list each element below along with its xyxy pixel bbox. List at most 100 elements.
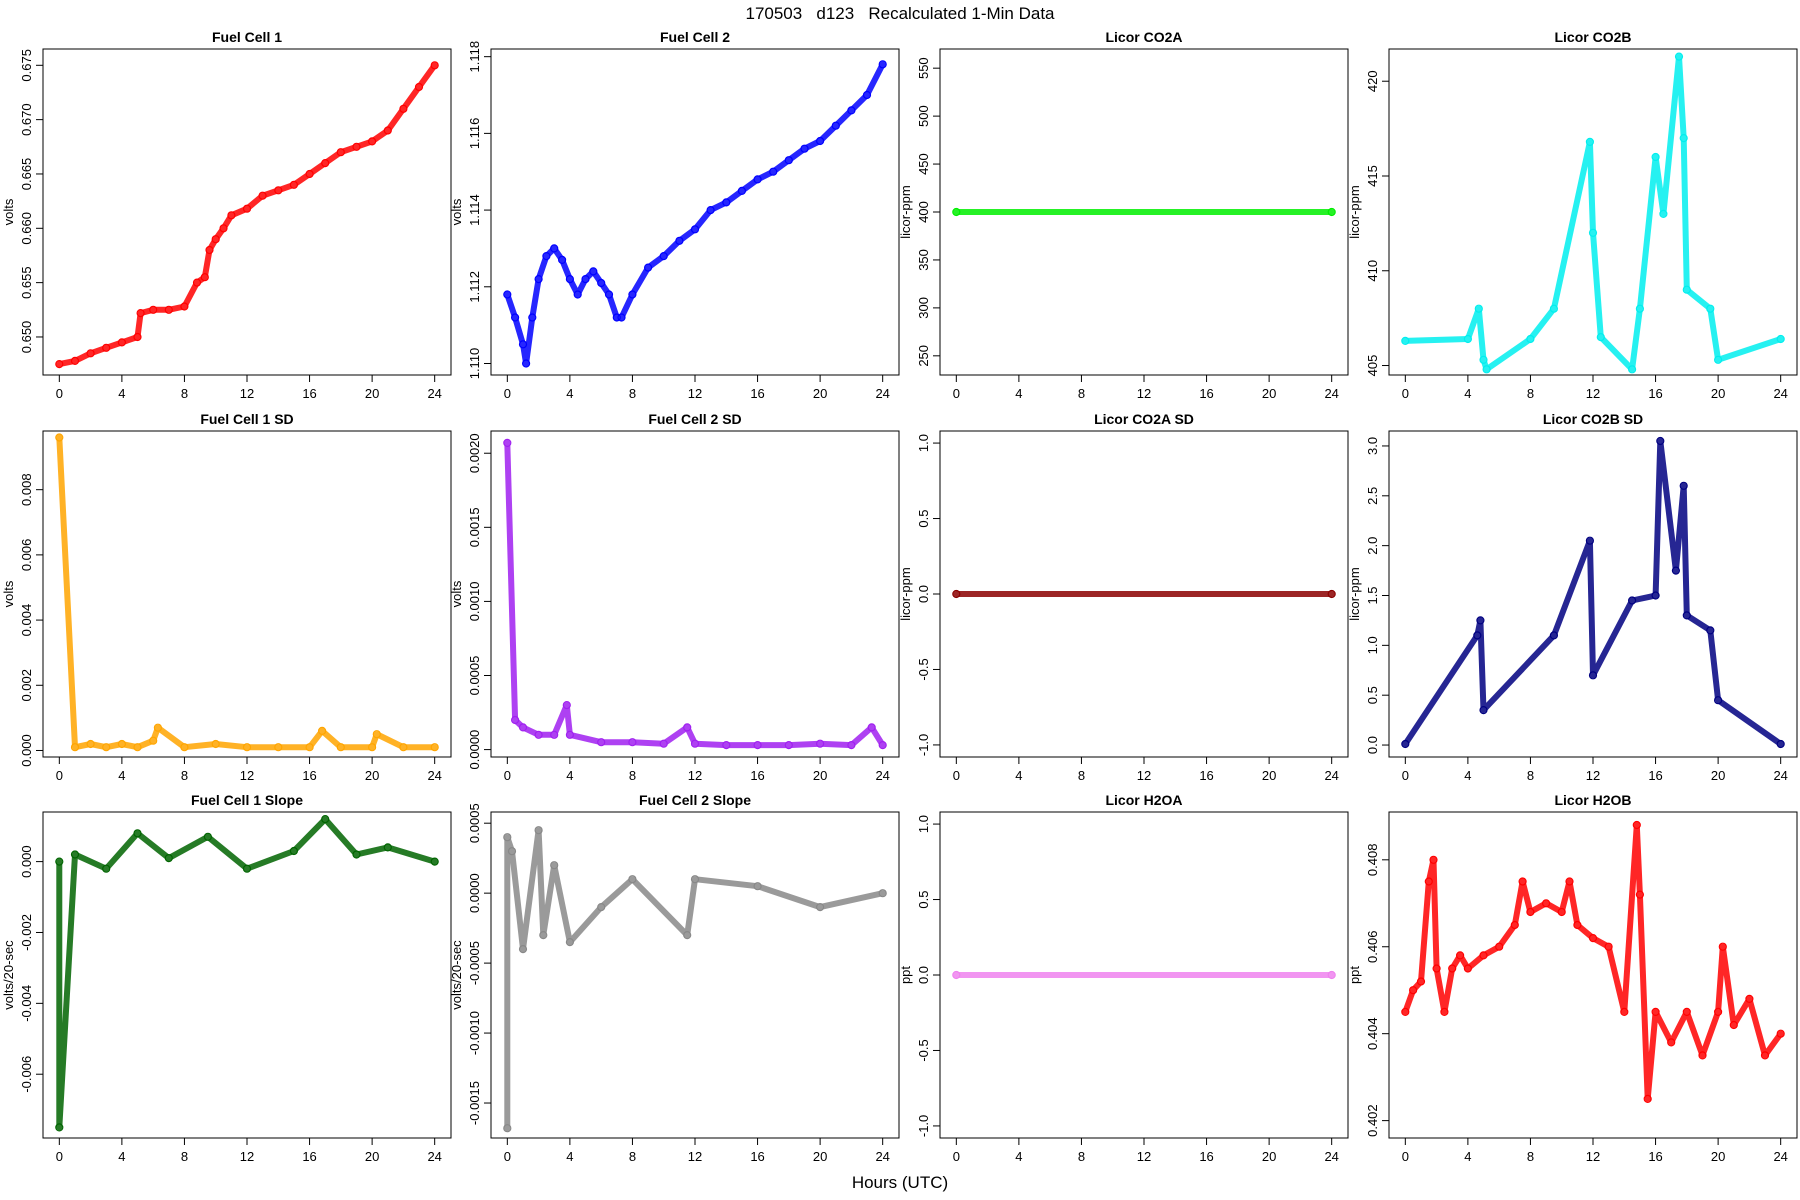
y-tick-label: 0.0000: [467, 873, 482, 913]
data-point: [542, 252, 551, 261]
chart-panel-11: Licor H2OA 0 4 8 12 16 20 24 -1.0 -0.5 0.0 0.5 1.0 pp…: [898, 792, 1349, 1164]
x-tick-label: 24: [1773, 768, 1787, 783]
x-tick-label: 0: [1402, 768, 1409, 783]
x-tick-label: 8: [1527, 386, 1534, 401]
x-axis-label: Hours (UTC): [851, 1173, 949, 1192]
data-point: [1455, 951, 1465, 960]
x-tick-label: 4: [1464, 768, 1471, 783]
x-tick-label: 4: [566, 1149, 573, 1164]
x-tick-label: 16: [302, 1149, 316, 1164]
y-tick-label: 1.0: [916, 434, 931, 452]
data-point: [550, 730, 559, 739]
y-tick-label: 0.5: [1365, 686, 1380, 704]
data-point: [628, 290, 637, 299]
data-point: [1479, 705, 1488, 715]
data-trace: [504, 827, 886, 1132]
x-tick-label: 20: [813, 386, 827, 401]
data-point: [722, 740, 731, 750]
data-point: [1476, 616, 1485, 625]
data-point: [1627, 365, 1637, 374]
chart-title: Fuel Cell 2 SD: [648, 411, 741, 427]
data-trace: [56, 62, 438, 368]
data-point: [149, 736, 158, 745]
x-tick-label: 8: [629, 768, 636, 783]
y-tick-label: 0.402: [1365, 1104, 1380, 1137]
y-tick-label: 0.5: [916, 890, 931, 908]
y-tick-label: -0.0010: [467, 1011, 482, 1055]
data-point: [952, 970, 961, 980]
x-tick-label: 12: [240, 768, 254, 783]
x-tick-label: 8: [1527, 768, 1534, 783]
data-point: [518, 944, 528, 954]
y-tick-label: 550: [916, 57, 931, 79]
data-point: [878, 740, 887, 750]
data-point: [86, 739, 95, 749]
x-tick-label: 20: [1262, 386, 1276, 401]
y-tick-label: 0.0010: [467, 582, 482, 622]
data-point: [878, 889, 887, 898]
data-trace: [1402, 53, 1784, 373]
data-trace: [1402, 438, 1784, 747]
x-tick-label: 0: [953, 768, 960, 783]
data-trace: [56, 816, 438, 1131]
data-point: [1401, 1007, 1410, 1017]
data-point: [518, 340, 528, 349]
data-point: [800, 144, 809, 153]
data-series: [503, 826, 887, 1133]
data-point: [847, 740, 856, 750]
data-point: [352, 142, 361, 151]
data-point: [1651, 152, 1660, 162]
x-tick-label: 20: [1262, 768, 1276, 783]
data-point: [117, 338, 127, 347]
data-series: [503, 60, 887, 368]
data-point: [70, 356, 80, 365]
data-point: [242, 864, 252, 873]
chart-panel-3: Licor CO2A 0 4 8 12 16 20 24 250 300 350 400 450 500 5…: [898, 29, 1349, 401]
data-point: [1327, 207, 1336, 217]
y-tick-label: 300: [916, 297, 931, 319]
x-tick-label: 20: [1711, 1149, 1725, 1164]
y-tick-label: 1.0: [916, 815, 931, 833]
x-tick-label: 0: [1402, 386, 1409, 401]
chart-panel-12: Licor H2OB 0 4 8 12 16 20 24 0.402 0.404 0.406 0.40…: [1347, 792, 1798, 1164]
y-axis-label: licor-ppm: [1347, 567, 1362, 620]
x-tick-label: 24: [1324, 768, 1338, 783]
chart-panel-5: Fuel Cell 1 SD 0 4 8 12 16 20 24 0.000 0.002 0.004…: [1, 411, 452, 783]
y-tick-label: 0.406: [1365, 930, 1380, 963]
data-point: [289, 846, 298, 856]
x-tick-label: 4: [566, 386, 573, 401]
y-tick-label: 0.004: [19, 604, 34, 637]
data-point: [133, 743, 142, 752]
data-point: [1585, 137, 1595, 146]
data-point: [690, 739, 700, 748]
data-point: [430, 857, 439, 866]
data-point: [597, 738, 606, 747]
data-point: [1526, 907, 1535, 917]
y-tick-label: -0.5: [916, 658, 931, 680]
y-tick-label: 0.0005: [467, 656, 482, 696]
y-tick-label: 1.116: [467, 118, 482, 150]
chart-panel-9: Fuel Cell 1 Slope 0 4 8 12 16 20 24 -0.006 -0.004…: [1, 792, 452, 1164]
data-point: [258, 191, 267, 200]
data-point: [1729, 1020, 1738, 1030]
data-series: [1401, 52, 1785, 374]
x-tick-label: 0: [56, 768, 63, 783]
y-tick-label: 2.5: [1365, 487, 1380, 505]
x-tick-label: 12: [240, 386, 254, 401]
data-point: [203, 832, 212, 841]
y-tick-label: 0.008: [19, 473, 34, 506]
data-point: [55, 433, 64, 442]
data-point: [430, 61, 439, 70]
y-tick-label: 0.650: [19, 321, 34, 354]
plot-frame: [42, 811, 452, 1139]
data-point: [815, 739, 825, 748]
y-tick-label: 0.0000: [467, 730, 482, 770]
data-point: [565, 730, 575, 739]
y-axis-label: ppt: [898, 966, 913, 984]
data-point: [399, 104, 408, 113]
x-tick-label: 4: [1464, 386, 1471, 401]
data-point: [847, 106, 856, 115]
x-tick-label: 4: [118, 386, 125, 401]
x-tick-label: 20: [1711, 386, 1725, 401]
data-point: [690, 875, 700, 884]
